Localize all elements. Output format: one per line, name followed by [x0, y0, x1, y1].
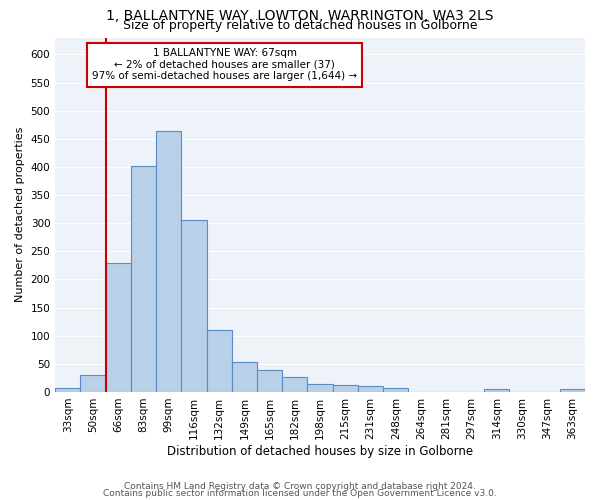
Bar	[383, 388, 409, 392]
Text: Size of property relative to detached houses in Golborne: Size of property relative to detached ho…	[123, 19, 477, 32]
Y-axis label: Number of detached properties: Number of detached properties	[15, 127, 25, 302]
Bar	[257, 370, 282, 392]
Text: Contains public sector information licensed under the Open Government Licence v3: Contains public sector information licen…	[103, 489, 497, 498]
Text: 1, BALLANTYNE WAY, LOWTON, WARRINGTON, WA3 2LS: 1, BALLANTYNE WAY, LOWTON, WARRINGTON, W…	[106, 9, 494, 23]
Bar	[55, 388, 80, 392]
Bar	[181, 220, 206, 392]
X-axis label: Distribution of detached houses by size in Golborne: Distribution of detached houses by size …	[167, 444, 473, 458]
Bar	[560, 389, 585, 392]
Bar	[232, 362, 257, 392]
Bar	[484, 389, 509, 392]
Bar	[80, 375, 106, 392]
Bar	[156, 132, 181, 392]
Bar	[106, 262, 131, 392]
Bar	[131, 166, 156, 392]
Text: Contains HM Land Registry data © Crown copyright and database right 2024.: Contains HM Land Registry data © Crown c…	[124, 482, 476, 491]
Bar	[206, 330, 232, 392]
Text: 1 BALLANTYNE WAY: 67sqm
← 2% of detached houses are smaller (37)
97% of semi-det: 1 BALLANTYNE WAY: 67sqm ← 2% of detached…	[92, 48, 357, 82]
Bar	[358, 386, 383, 392]
Bar	[282, 378, 307, 392]
Bar	[332, 385, 358, 392]
Bar	[307, 384, 332, 392]
